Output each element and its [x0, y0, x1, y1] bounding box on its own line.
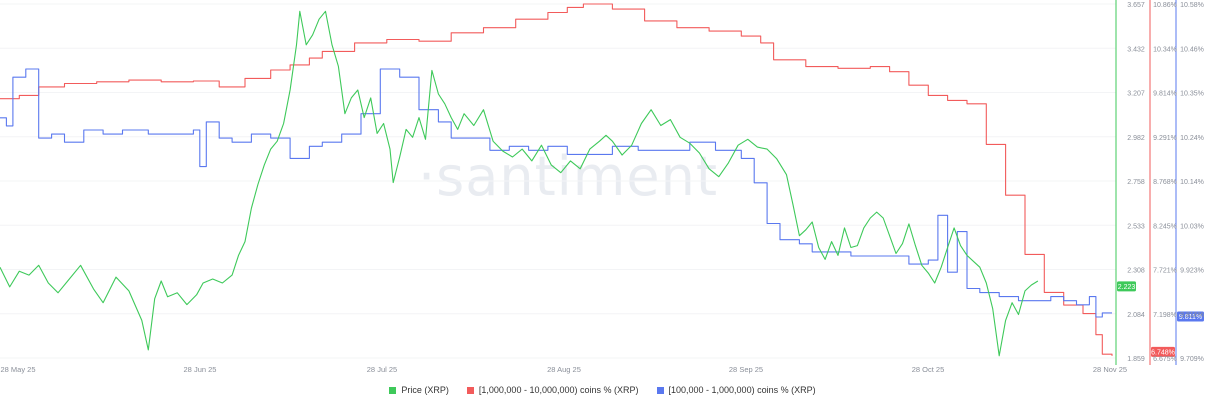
big-axis-tick: 8.245% — [1153, 223, 1177, 230]
mid-axis-tick: 9.816% — [1180, 312, 1204, 319]
big-axis-tick: 6.675% — [1153, 356, 1177, 363]
price-axis-tick: 2.308 — [1127, 268, 1145, 275]
x-axis-tick: 28 Jul 25 — [367, 365, 397, 374]
mid-axis-tick: 10.03% — [1180, 223, 1204, 230]
x-axis-tick: 28 Nov 25 — [1093, 365, 1127, 374]
big-holders-series-line — [0, 3, 1113, 356]
price-axis-tick: 2.758 — [1127, 179, 1145, 186]
legend-swatch-price — [389, 386, 397, 394]
mid-axis-tick: 10.14% — [1180, 179, 1204, 186]
price-value-badge — [1117, 281, 1136, 292]
gridlines — [0, 3, 1116, 359]
big-axis-tick: 7.198% — [1153, 312, 1177, 319]
legend-item-big-holders[interactable]: [1,000,000 - 10,000,000) coins % (XRP) — [466, 385, 639, 395]
x-axis-tick: 28 May 25 — [0, 365, 35, 374]
tick-labels: 3.657 3.432 3.207 2.982 2.758 2.533 2.308 2.084… — [0, 2, 1203, 374]
value-badges: 2.223 6.748% 9.811% — [1117, 281, 1204, 357]
x-axis-tick: 28 Jun 25 — [184, 365, 217, 374]
price-axis-tick: 2.084 — [1127, 312, 1145, 319]
legend-label-big-holders: [1,000,000 - 10,000,000) coins % (XRP) — [478, 385, 639, 395]
big-value-badge-text: 6.748% — [1151, 349, 1175, 356]
x-axis-tick: 28 Aug 25 — [547, 365, 581, 374]
price-axis-tick: 2.533 — [1127, 223, 1145, 230]
mid-value-badge — [1177, 311, 1204, 322]
big-axis-tick: 7.721% — [1153, 268, 1177, 275]
mid-axis-tick: 10.46% — [1180, 46, 1204, 53]
mid-axis-tick: 10.24% — [1180, 135, 1204, 142]
axes — [1115, 0, 1177, 365]
big-axis-tick: 8.768% — [1153, 179, 1177, 186]
legend-swatch-big-holders — [466, 386, 474, 394]
big-axis-tick: 9.291% — [1153, 135, 1177, 142]
legend-label-price: Price (XRP) — [401, 385, 449, 395]
big-axis-tick: 9.814% — [1153, 91, 1177, 98]
x-axis-tick: 28 Sep 25 — [729, 365, 763, 374]
x-axis-tick: 28 Oct 25 — [912, 365, 945, 374]
price-value-badge-text: 2.223 — [1118, 284, 1136, 291]
legend-label-mid-holders: [100,000 - 1,000,000) coins % (XRP) — [668, 385, 816, 395]
legend-item-price[interactable]: Price (XRP) — [389, 385, 449, 395]
big-value-badge — [1151, 346, 1175, 357]
mid-axis-tick: 10.58% — [1180, 2, 1204, 9]
price-axis-tick: 3.432 — [1127, 46, 1145, 53]
mid-value-badge-text: 9.811% — [1179, 314, 1202, 321]
legend-swatch-mid-holders — [656, 386, 664, 394]
mid-axis-tick: 9.923% — [1180, 268, 1204, 275]
watermark-text: ·santiment — [418, 145, 718, 208]
price-axis-tick: 3.657 — [1127, 2, 1145, 9]
big-axis-tick: 10.86% — [1153, 2, 1177, 9]
price-axis-tick: 1.859 — [1127, 356, 1145, 363]
price-series-line — [0, 10, 1039, 357]
series-layer — [0, 3, 1113, 357]
mid-axis-tick: 9.709% — [1180, 356, 1204, 363]
big-axis-tick: 10.34% — [1153, 46, 1177, 53]
price-axis-tick: 3.207 — [1127, 91, 1145, 98]
legend: Price (XRP) [1,000,000 - 10,000,000) coi… — [0, 385, 1205, 395]
mid-axis-tick: 10.35% — [1180, 91, 1204, 98]
price-axis-tick: 2.982 — [1127, 135, 1145, 142]
legend-item-mid-holders[interactable]: [100,000 - 1,000,000) coins % (XRP) — [656, 385, 816, 395]
